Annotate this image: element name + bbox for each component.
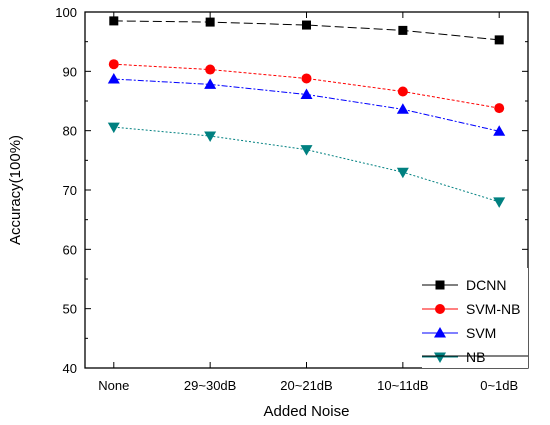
series-layer bbox=[107, 16, 506, 208]
data-point bbox=[493, 125, 506, 136]
y-tick-label: 70 bbox=[63, 183, 77, 198]
x-tick-label: 10~11dB bbox=[377, 378, 428, 393]
y-tick-label: 50 bbox=[63, 302, 77, 317]
data-point bbox=[398, 25, 408, 35]
legend-marker bbox=[434, 327, 446, 338]
legend-item: DCNN bbox=[422, 277, 506, 293]
data-point bbox=[205, 17, 215, 27]
legend-label: SVM bbox=[466, 325, 496, 341]
series-nb bbox=[107, 122, 506, 208]
data-point bbox=[494, 35, 504, 45]
data-point bbox=[107, 73, 120, 84]
legend-item: SVM-NB bbox=[422, 301, 520, 317]
data-point bbox=[204, 78, 217, 89]
data-point bbox=[494, 103, 505, 114]
y-axis-title: Accuracy(100%) bbox=[7, 135, 24, 245]
data-point bbox=[302, 20, 311, 30]
y-axis: 40 50 60 70 80 90 100 bbox=[55, 5, 528, 376]
data-point bbox=[300, 145, 313, 156]
data-point bbox=[108, 59, 119, 70]
x-tick-label: 29~30dB bbox=[184, 378, 236, 393]
legend-marker bbox=[435, 304, 445, 314]
data-point bbox=[301, 73, 312, 84]
series-line bbox=[113, 126, 500, 203]
series-svm-nb bbox=[108, 59, 505, 114]
x-tick-label: None bbox=[98, 378, 129, 393]
legend-label: SVM-NB bbox=[466, 301, 520, 317]
legend-label: NB bbox=[466, 349, 485, 365]
legend-item: NB bbox=[422, 349, 485, 365]
legend: DCNN SVM-NB SVM NB bbox=[422, 268, 528, 368]
y-tick-label: 60 bbox=[63, 242, 77, 257]
data-point bbox=[493, 197, 506, 208]
data-point bbox=[205, 64, 216, 75]
legend-label: DCNN bbox=[466, 277, 506, 293]
data-point bbox=[109, 16, 119, 26]
legend-item: SVM bbox=[422, 325, 496, 341]
legend-marker bbox=[434, 352, 446, 363]
x-axis-title: Added Noise bbox=[264, 403, 350, 420]
data-point bbox=[300, 88, 313, 99]
data-point bbox=[107, 122, 120, 134]
series-svm bbox=[107, 73, 506, 136]
y-tick-label: 100 bbox=[55, 5, 77, 20]
legend-marker bbox=[435, 280, 445, 290]
x-tick-label: 0~1dB bbox=[480, 378, 518, 393]
x-tick-label: 20~21dB bbox=[280, 378, 332, 393]
x-axis: None 29~30dB 20~21dB 10~11dB 0~1dB bbox=[98, 12, 518, 393]
data-point bbox=[396, 103, 409, 114]
data-point bbox=[204, 131, 217, 143]
data-point bbox=[397, 86, 408, 97]
y-tick-label: 40 bbox=[63, 361, 77, 376]
y-tick-label: 90 bbox=[63, 64, 77, 79]
series-dcnn bbox=[109, 16, 504, 45]
y-tick-label: 80 bbox=[63, 124, 77, 139]
data-point bbox=[396, 167, 409, 179]
